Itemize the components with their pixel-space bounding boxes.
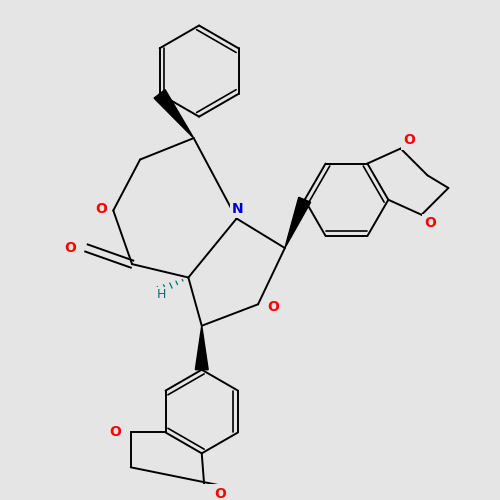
Text: O: O (64, 241, 76, 255)
Polygon shape (285, 198, 310, 248)
Text: N: N (232, 202, 243, 216)
Text: O: O (95, 202, 107, 216)
Text: O: O (404, 134, 415, 147)
Polygon shape (196, 326, 208, 370)
Polygon shape (154, 90, 194, 138)
Text: O: O (214, 486, 226, 500)
Text: O: O (424, 216, 436, 230)
Text: O: O (109, 426, 121, 440)
Text: H: H (157, 288, 166, 301)
Text: O: O (268, 300, 280, 314)
